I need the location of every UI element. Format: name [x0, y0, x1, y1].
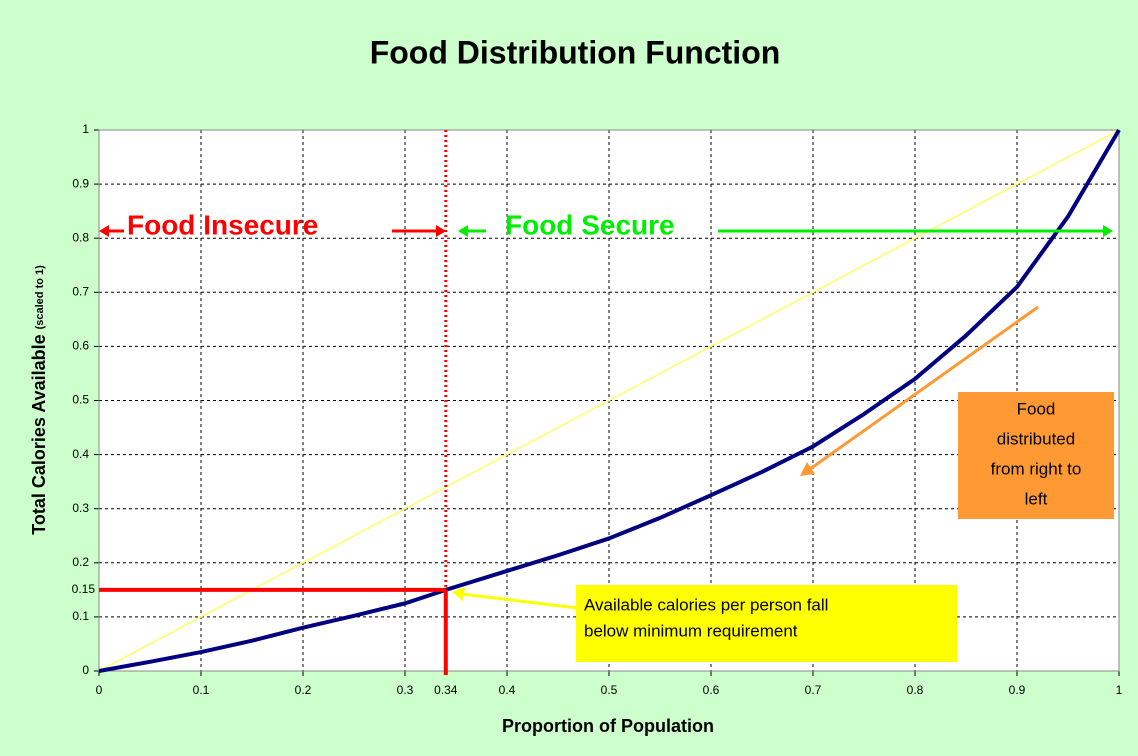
annotation-minimum: below minimum requirement	[584, 621, 798, 640]
threshold-y-label: 0.15	[72, 582, 96, 596]
x-tick-label: 0.5	[601, 683, 618, 697]
annotation-minimum: Available calories per person fall	[584, 595, 828, 614]
y-axis-label-main: Total Calories Available	[29, 334, 49, 534]
y-tick-label: 0.2	[72, 555, 89, 569]
y-tick-label: 0.8	[72, 230, 89, 244]
arrow	[809, 305, 1039, 471]
arrow-head	[800, 462, 815, 476]
arrow-head	[1103, 225, 1113, 237]
arrow-head	[452, 587, 465, 601]
x-tick-label: 0.3	[397, 683, 414, 697]
y-tick-label: 0.7	[72, 284, 89, 298]
threshold-x-label: 0.34	[434, 683, 458, 697]
annotation-box	[958, 392, 1114, 519]
y-tick-label: 0.3	[72, 501, 89, 515]
arrow-head	[99, 225, 109, 237]
y-tick-label: 0	[82, 663, 89, 677]
arrow-head	[458, 225, 468, 237]
plot-border	[98, 129, 1120, 672]
x-tick-label: 1	[1116, 683, 1123, 697]
annotation-distribution: Food distributed from right to left	[991, 399, 1082, 508]
x-tick-label: 0.2	[295, 683, 312, 697]
y-tick-label: 0.6	[72, 339, 89, 353]
y-axis-label-note: (scaled to 1)	[34, 265, 46, 330]
arrow	[461, 592, 578, 610]
region-arrows	[99, 225, 1113, 237]
annotation-line: left	[1025, 489, 1048, 508]
x-tick-label: 0.7	[805, 683, 822, 697]
chart-title: Food Distribution Function	[370, 34, 781, 70]
plot	[98, 128, 1121, 675]
x-tick-label: 0.1	[193, 683, 210, 697]
x-tick-label: 0.6	[703, 683, 720, 697]
arrow-head	[436, 225, 446, 237]
y-tick-label: 0.1	[72, 609, 89, 623]
y-tick-label: 0.5	[72, 393, 89, 407]
x-tick-label: 0.4	[499, 683, 516, 697]
x-tick-label: 0.8	[907, 683, 924, 697]
x-axis-label: Proportion of Population	[502, 716, 714, 736]
annotation-line: Food	[1017, 399, 1056, 418]
x-tick-label: 0.9	[1009, 683, 1026, 697]
y-tick-label: 0.4	[72, 447, 89, 461]
line-series	[98, 128, 1121, 673]
annotation-line: from right to	[991, 459, 1082, 478]
y-tick-label: 1	[82, 122, 89, 136]
y-axis-label: Total Calories Available (scaled to 1)	[29, 265, 49, 535]
annotation-insecure: Food Insecure	[127, 209, 318, 240]
y-tick-label: 0.9	[72, 176, 89, 190]
annotation-line: distributed	[997, 429, 1075, 448]
x-tick-label: 0	[96, 683, 103, 697]
annotation-secure: Food Secure	[505, 209, 675, 240]
line-series	[98, 129, 1120, 672]
annotation-box	[576, 585, 957, 662]
